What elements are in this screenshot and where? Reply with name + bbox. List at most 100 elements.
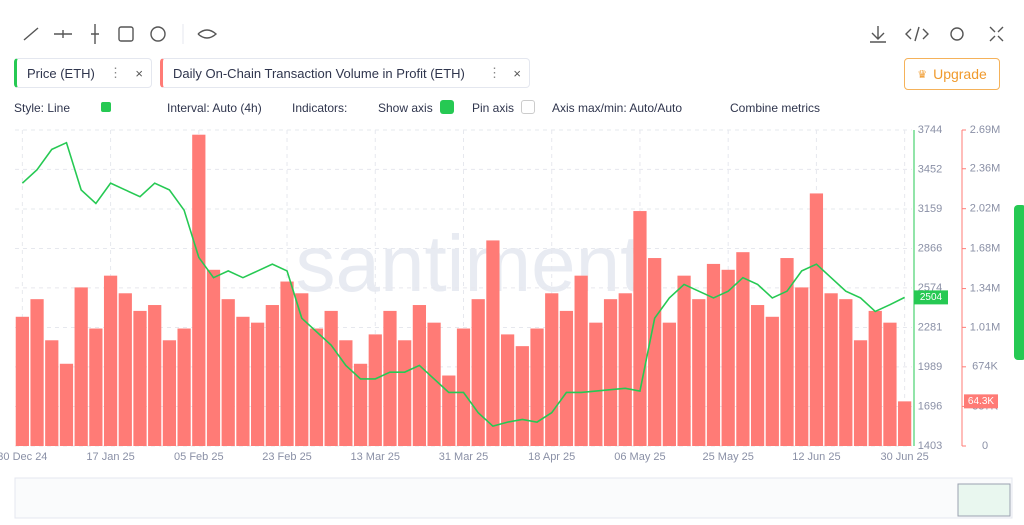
bar xyxy=(442,375,456,446)
settings[interactable] xyxy=(950,27,964,41)
bar xyxy=(103,275,118,446)
y-tick-label: 3744 xyxy=(918,124,942,136)
bar xyxy=(868,310,882,446)
combine-metrics[interactable]: Combine metrics xyxy=(730,101,821,115)
bar xyxy=(412,305,427,446)
metric-chip[interactable]: Daily On-Chain Transaction Volume in Pro… xyxy=(160,58,530,88)
note-tool[interactable] xyxy=(118,26,134,42)
emoji-tool[interactable] xyxy=(150,26,166,42)
y2-tick-label: 1.34M xyxy=(970,282,1001,294)
last-value-box xyxy=(914,290,948,305)
bar xyxy=(589,322,603,446)
bar xyxy=(618,293,632,446)
x-tick-label: 13 Mar 25 xyxy=(351,451,401,463)
bar xyxy=(633,211,647,446)
close[interactable]: × xyxy=(135,65,143,81)
upgrade-button[interactable]: ♛ Upgrade xyxy=(904,58,1000,90)
bar xyxy=(824,293,838,446)
menu[interactable]: ⋮ xyxy=(109,65,122,80)
bar xyxy=(162,340,177,446)
pin-axis-checkbox[interactable] xyxy=(521,100,535,114)
bar xyxy=(545,293,559,446)
side-tab[interactable] xyxy=(1014,205,1024,360)
bar xyxy=(574,275,588,446)
bar xyxy=(206,269,221,446)
x-tick-label: 31 Mar 25 xyxy=(439,451,489,463)
bar xyxy=(324,310,338,446)
bar xyxy=(853,340,868,446)
bar xyxy=(721,269,735,446)
style-select[interactable]: Style: Line xyxy=(14,101,71,115)
y2-tick-label: 1.68M xyxy=(970,243,1001,255)
bar xyxy=(177,328,191,446)
bar xyxy=(295,293,309,446)
x-tick-label: 30 Jun 25 xyxy=(880,451,928,463)
bar xyxy=(236,316,250,446)
line-tool[interactable] xyxy=(23,27,39,41)
download[interactable] xyxy=(870,26,886,43)
color-select[interactable] xyxy=(101,102,111,112)
bar xyxy=(89,328,103,446)
interval-select[interactable]: Interval: Auto (4h) xyxy=(167,101,262,115)
y-tick-label: 1989 xyxy=(918,361,942,373)
axis-range-select[interactable]: Axis max/min: Auto/Auto xyxy=(552,101,683,115)
line xyxy=(21,141,906,428)
navigator xyxy=(14,477,1013,519)
bar xyxy=(603,299,618,446)
x-tick-label: 12 Jun 25 xyxy=(792,451,840,463)
menu[interactable]: ⋮ xyxy=(488,65,501,80)
hline-tool[interactable] xyxy=(54,30,72,38)
bar xyxy=(15,316,29,446)
bar xyxy=(309,328,324,446)
navigator-window xyxy=(957,483,1011,517)
bar xyxy=(559,310,574,446)
bar xyxy=(648,258,662,446)
bar xyxy=(456,328,471,446)
bar xyxy=(530,328,544,446)
view-toggle[interactable] xyxy=(197,29,218,39)
bar xyxy=(251,322,265,446)
close[interactable]: × xyxy=(513,65,521,81)
y2-tick-label: 2.36M xyxy=(970,163,1001,175)
metric-name: Price (ETH) xyxy=(27,65,95,81)
show-axis-checkbox[interactable] xyxy=(440,100,454,114)
bar xyxy=(809,193,824,446)
y2-tick-label: 674K xyxy=(972,361,998,373)
bar xyxy=(118,293,132,446)
x-tick-label: 06 May 25 xyxy=(614,451,665,463)
bar xyxy=(662,322,676,446)
y-tick-label: 3159 xyxy=(918,203,942,215)
y2-tick-label: 0 xyxy=(982,440,988,452)
watermark: santiment. xyxy=(295,219,664,308)
bar xyxy=(898,401,912,446)
bar xyxy=(692,299,706,446)
last-value-label: 2504 xyxy=(920,292,943,303)
x-tick-label: 18 Apr 25 xyxy=(528,451,575,463)
bar xyxy=(883,322,897,446)
bar xyxy=(221,299,235,446)
y2-tick-label: 1.01M xyxy=(970,321,1001,333)
bar xyxy=(706,263,721,446)
bar xyxy=(280,281,294,446)
embed[interactable] xyxy=(905,26,929,42)
bar xyxy=(486,240,500,446)
bar xyxy=(133,310,147,446)
bar xyxy=(750,305,765,446)
bar xyxy=(780,258,794,446)
metric-chip[interactable]: Price (ETH) ⋮ × xyxy=(14,58,152,88)
bar xyxy=(471,299,485,446)
bar xyxy=(353,363,368,446)
y-tick-label: 2866 xyxy=(918,242,942,254)
bar xyxy=(148,305,162,446)
vline-tool[interactable] xyxy=(91,24,99,44)
bar xyxy=(339,340,353,446)
indicators-select[interactable]: Indicators: xyxy=(292,101,348,115)
upgrade-label: Upgrade xyxy=(933,66,987,82)
y-tick-label: 2281 xyxy=(918,321,942,333)
bar xyxy=(677,275,691,446)
fullscreen[interactable] xyxy=(989,26,1004,42)
bar xyxy=(427,322,441,446)
bar xyxy=(515,346,529,446)
